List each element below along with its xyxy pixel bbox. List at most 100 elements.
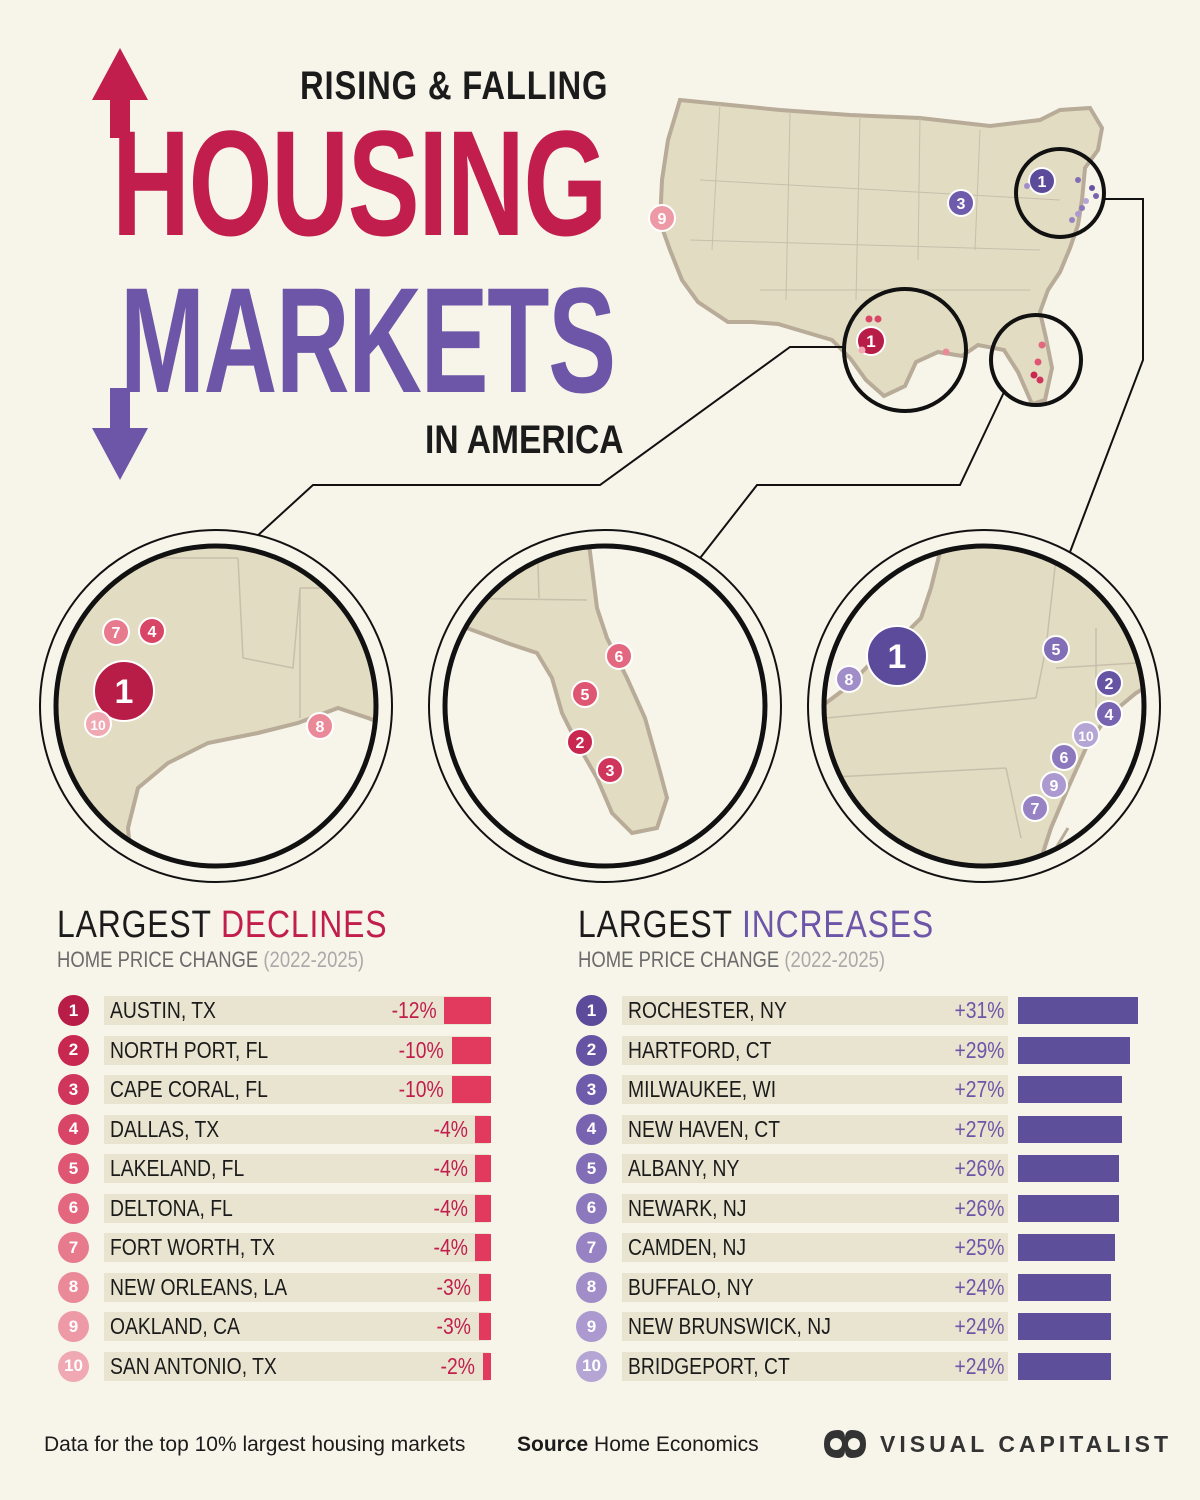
change-value: -10% <box>398 1036 444 1063</box>
city-name: ROCHESTER, NY <box>628 997 787 1023</box>
table-row: 2 HARTFORD, CT +29% <box>576 1030 1141 1070</box>
change-value: +31% <box>954 997 1004 1023</box>
rank-badge: 5 <box>58 1153 89 1184</box>
city-name: MILWAUKEE, WI <box>628 1076 777 1102</box>
rank-badge: 7 <box>58 1232 89 1263</box>
bar <box>479 1273 491 1301</box>
row-background <box>104 1351 489 1381</box>
table-row: 1 ROCHESTER, NY +31% <box>576 990 1141 1030</box>
bar <box>475 1194 491 1222</box>
us-decline-markers: 9 1 <box>648 204 1046 384</box>
table-row: 4 DALLAS, TX -4% <box>58 1109 558 1149</box>
table-row: 9 NEW BRUNSWICK, NJ +24% <box>576 1306 1141 1346</box>
ne-marker-1: 1 <box>888 638 907 676</box>
change-value: -12% <box>391 997 437 1023</box>
declines-list: 1 AUSTIN, TX -12% 2 NORTH PORT, FL -10% 3 CAPE … <box>58 990 558 1385</box>
tx-marker-10: 10 <box>90 717 106 733</box>
bar <box>1018 1076 1123 1103</box>
table-row: 7 CAMDEN, NJ +25% <box>576 1227 1141 1267</box>
brand-name: VISUAL CAPITALIST <box>880 1431 1173 1457</box>
row-background <box>104 1154 489 1183</box>
row-background <box>104 1193 489 1223</box>
bar <box>1018 1115 1123 1143</box>
city-name: SAN ANTONIO, TX <box>110 1352 277 1379</box>
bar <box>1018 1313 1111 1340</box>
up-arrow-icon <box>92 48 148 138</box>
city-name: NEWARK, NJ <box>628 1194 747 1221</box>
title-kicker: RISING & FALLING <box>300 64 609 108</box>
ne-marker-10: 10 <box>1078 728 1094 744</box>
table-row: 8 NEW ORLEANS, LA -3% <box>58 1267 558 1307</box>
change-value: -4% <box>433 1194 468 1221</box>
rank-badge: 8 <box>576 1271 607 1303</box>
table-row: 3 CAPE CORAL, FL -10% <box>58 1069 558 1109</box>
change-value: +27% <box>954 1076 1004 1102</box>
change-value: -4% <box>433 1155 468 1181</box>
bar <box>1018 997 1138 1024</box>
footer-source: Source Home Economics <box>517 1433 759 1456</box>
row-background <box>622 1114 1008 1144</box>
table-row: 6 NEWARK, NJ +26% <box>576 1188 1141 1228</box>
table-row: 3 MILWAUKEE, WI +27% <box>576 1069 1141 1109</box>
city-name: FORT WORTH, TX <box>110 1234 275 1260</box>
ne-marker-7: 7 <box>1031 801 1040 818</box>
city-name: NORTH PORT, FL <box>110 1036 269 1063</box>
rank-badge: 4 <box>58 1113 89 1145</box>
table-row: 5 LAKELAND, FL -4% <box>58 1148 558 1188</box>
bar <box>1018 1036 1131 1064</box>
bar <box>1018 1194 1119 1222</box>
city-name: BRIDGEPORT, CT <box>628 1352 790 1379</box>
footer-note: Data for the top 10% largest housing mar… <box>44 1433 466 1456</box>
fl-marker-5: 5 <box>581 687 590 704</box>
change-value: +26% <box>954 1155 1004 1181</box>
bar <box>444 997 491 1024</box>
fl-marker-3: 3 <box>606 763 615 780</box>
change-value: +29% <box>954 1036 1004 1063</box>
visual-capitalist-logo-icon <box>824 1430 866 1458</box>
row-background <box>622 996 1008 1025</box>
row-background <box>622 1035 1008 1065</box>
title-housing: HOUSING <box>112 99 607 267</box>
row-background <box>622 1075 1008 1104</box>
rank-badge: 3 <box>576 1074 607 1105</box>
down-arrow-icon <box>92 388 148 480</box>
us-increase-markers: 3 1 <box>947 167 1099 223</box>
bar <box>452 1036 491 1064</box>
rank-badge: 1 <box>58 995 89 1026</box>
rank-badge: 10 <box>576 1350 607 1382</box>
city-name: CAMDEN, NJ <box>628 1234 747 1260</box>
rank-badge: 4 <box>576 1113 607 1145</box>
city-name: LAKELAND, FL <box>110 1155 245 1181</box>
zoom-map-texas: 7 4 1 10 8 <box>39 529 393 883</box>
row-background <box>104 1312 489 1341</box>
bar <box>1018 1352 1111 1380</box>
us-marker-1-ne: 1 <box>1038 174 1047 191</box>
table-row: 9 OAKLAND, CA -3% <box>58 1306 558 1346</box>
tx-marker-4: 4 <box>148 624 157 641</box>
ne-marker-9: 9 <box>1050 778 1059 795</box>
rank-badge: 8 <box>58 1271 89 1303</box>
us-marker-9: 9 <box>658 211 667 228</box>
table-row: 1 AUSTIN, TX -12% <box>58 990 558 1030</box>
table-row: 10 BRIDGEPORT, CT +24% <box>576 1346 1141 1386</box>
title-in-america: IN AMERICA <box>425 418 624 462</box>
increases-subtitle: HOME PRICE CHANGE (2022-2025) <box>578 947 886 972</box>
city-name: AUSTIN, TX <box>110 997 216 1023</box>
change-value: +24% <box>954 1352 1004 1379</box>
table-row: 8 BUFFALO, NY +24% <box>576 1267 1141 1307</box>
title-markets: MARKETS <box>120 256 616 424</box>
bar <box>1018 1155 1119 1182</box>
row-background <box>622 1351 1008 1381</box>
increases-list: 1 ROCHESTER, NY +31% 2 HARTFORD, CT +29% 3 MILW… <box>576 990 1141 1385</box>
change-value: -2% <box>440 1352 476 1379</box>
tx-marker-7: 7 <box>112 625 121 642</box>
bar <box>1018 1273 1111 1301</box>
rank-badge: 10 <box>58 1350 89 1382</box>
bar <box>475 1155 491 1182</box>
rank-badge: 9 <box>58 1311 89 1342</box>
city-name: NEW BRUNSWICK, NJ <box>628 1313 831 1339</box>
bar <box>475 1115 491 1143</box>
rank-badge: 2 <box>576 1034 607 1066</box>
change-value: +25% <box>954 1234 1004 1260</box>
fl-marker-6: 6 <box>615 649 624 666</box>
